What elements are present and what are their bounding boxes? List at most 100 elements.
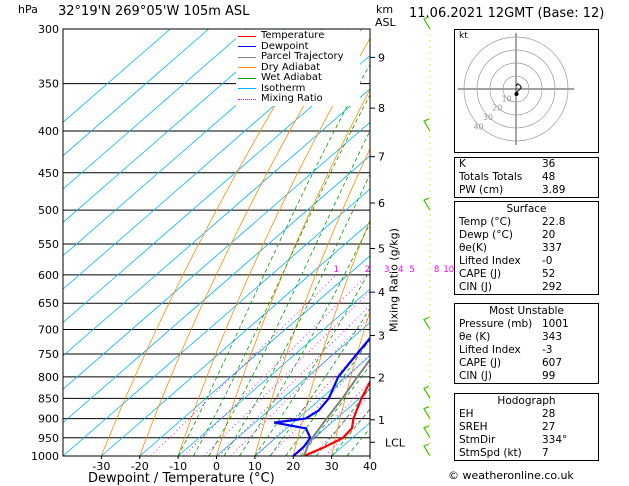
isotherm-line (63, 155, 370, 424)
dry-adiabat-line (331, 310, 370, 456)
km-tick-label: 5 (378, 242, 385, 255)
most-unstable-table: Most Unstable Pressure (mb) 1001 θe (K) 34… (454, 303, 599, 384)
wet-adiabat-line (208, 130, 370, 456)
hodograph-ring-label: 20 (492, 104, 502, 113)
mixing-ratio-label: 1 (334, 265, 339, 275)
mu-row: CIN (J) 99 (459, 370, 556, 382)
mixing-ratio-line (218, 304, 370, 456)
isotherm-line (177, 288, 370, 456)
mu-row: θe (K) 343 (459, 331, 563, 343)
wind-barb-icon (423, 118, 431, 132)
surface-row: Dewp (°C) 20 (459, 229, 556, 241)
profile-temperature (303, 379, 370, 456)
datetime-title: 11.06.2021 12GMT (Base: 12) (409, 6, 605, 21)
hodograph-ring (463, 36, 569, 142)
km-tick-label: 1 (378, 414, 385, 427)
pressure-tick-label: 350 (38, 78, 59, 91)
legend-item: Mixing Ratio (236, 93, 360, 105)
x-tick-label: -20 (131, 460, 149, 473)
isotherm-line (101, 221, 370, 456)
pressure-tick-label: 550 (38, 238, 59, 251)
wet-adiabat-line (193, 93, 370, 456)
hodograph-panel: kt 10 20 30 40 (454, 29, 599, 153)
hodo-row: StmSpd (kt) 7 (459, 447, 549, 459)
hodo-row: EH 28 (459, 408, 556, 420)
hodograph-ring (476, 49, 556, 129)
wet-adiabat-line (239, 222, 370, 456)
profile-dewpoint (274, 336, 370, 456)
pressure-tick-label: 850 (38, 392, 59, 405)
pressure-tick-label: 800 (38, 371, 59, 384)
asl-label: ASL (375, 16, 396, 29)
legend-item: Temperature (236, 30, 360, 42)
km-tick-label: 4 (378, 286, 385, 299)
legend: Temperature Dewpoint Parcel Trajectory D… (236, 30, 360, 106)
index-row: Totals Totals 48 (459, 171, 556, 183)
x-tick-label: 40 (363, 460, 377, 473)
x-tick-label: 20 (286, 460, 300, 473)
hodograph-ring-label: 40 (473, 122, 483, 131)
x-tick-label: 30 (325, 460, 339, 473)
hodo-row: StmDir 334° (459, 434, 568, 446)
pressure-tick-label: 600 (38, 269, 59, 282)
mixing-ratio-line (183, 274, 368, 456)
wet-adiabat-line (177, 63, 370, 456)
hodograph-ring (502, 75, 530, 103)
hodograph-ring-label: 10 (502, 94, 512, 103)
x-tick-label: -30 (92, 460, 110, 473)
legend-item: Dewpoint (236, 41, 360, 53)
wet-adiabat-line (315, 387, 370, 456)
isotherm-line (254, 355, 370, 456)
footer-credit: © weatheronline.co.uk (448, 469, 574, 482)
pressure-tick-label: 900 (38, 413, 59, 426)
isotherm-line (216, 321, 370, 456)
pressure-tick-label: 500 (38, 204, 59, 217)
legend-item: Parcel Trajectory (236, 51, 360, 63)
mixing-ratio-label: 10 (443, 265, 454, 275)
hodograph-trace (515, 83, 522, 94)
x-axis-label: Dewpoint / Temperature (°C) (88, 471, 275, 486)
profile-parcel-trajectory (303, 357, 370, 456)
indices-table: K 36 Totals Totals 48 PW (cm) 3.89 (454, 157, 599, 198)
hodo-row: SREH 27 (459, 421, 556, 433)
pressure-tick-label: 1000 (31, 450, 59, 463)
km-tick-label: 7 (378, 151, 385, 164)
dry-adiabat-line (139, 29, 349, 456)
isotherm-line (63, 188, 370, 456)
surface-table: Surface Temp (°C) 22.8 Dewp (°C) 20 θe(K) 3… (454, 201, 599, 295)
surface-title: Surface (506, 203, 547, 215)
pressure-tick-label: 400 (38, 125, 59, 138)
km-tick-label: 6 (378, 197, 385, 210)
surface-row: Lifted Index -0 (459, 255, 553, 267)
mixing-ratio-label: 5 (409, 265, 414, 275)
mixing-ratio-line (230, 316, 370, 456)
mixing-ratio-label: 8 (434, 265, 439, 275)
hodograph-table-title: Hodograph (497, 395, 556, 407)
surface-row: Temp (°C) 22.8 (459, 216, 566, 228)
x-tick-label: 0 (213, 460, 220, 473)
hpa-label: hPa (18, 3, 38, 16)
wind-barb-icon (423, 425, 431, 439)
km-tick-label: 2 (378, 372, 385, 385)
wind-barb-icon (423, 16, 431, 30)
km-tick-label: 3 (378, 330, 385, 343)
pressure-tick-label: 650 (38, 297, 59, 310)
wet-adiabat-line (223, 173, 370, 456)
dry-adiabat-line (177, 37, 370, 456)
legend-item: Wet Adiabat (236, 72, 360, 84)
isotherm-line (63, 29, 286, 223)
wind-barb-icon (423, 443, 431, 457)
mu-row: CAPE (J) 607 (459, 357, 563, 369)
index-row: PW (cm) 3.89 (459, 184, 566, 196)
pressure-tick-label: 700 (38, 324, 59, 337)
mu-row: Lifted Index -3 (459, 344, 553, 356)
hodograph-table: Hodograph EH 28 SREH 27 StmDir 334° StmSpd … (454, 393, 599, 461)
pressure-tick-label: 450 (38, 167, 59, 180)
km-tick-label: 8 (378, 102, 385, 115)
surface-row: CIN (J) 292 (459, 281, 563, 293)
legend-item: Isotherm (236, 83, 360, 95)
wind-barb-icon (423, 197, 431, 211)
hodograph-ring-label: 30 (483, 113, 493, 122)
